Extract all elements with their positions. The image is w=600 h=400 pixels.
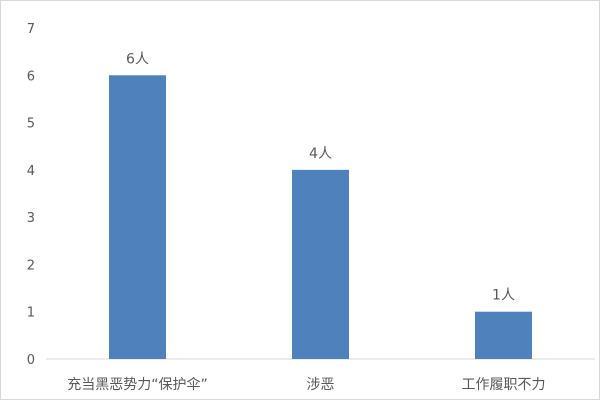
y-tick-label: 5 (27, 117, 35, 132)
x-tick-label: 充当黑恶势力“保护伞” (67, 376, 208, 393)
bar-3 (475, 311, 532, 359)
y-tick-label: 6 (27, 69, 35, 84)
bar-1 (109, 75, 166, 360)
data-label: 4人 (309, 146, 332, 162)
y-tick-label: 1 (27, 306, 35, 321)
y-tick-label: 7 (27, 22, 35, 37)
bar-2 (292, 169, 349, 359)
y-tick-label: 4 (27, 164, 35, 179)
y-tick-label: 0 (27, 353, 35, 368)
y-tick-label: 3 (27, 211, 35, 226)
data-label: 1人 (492, 288, 515, 304)
x-tick-label: 涉恶 (307, 377, 335, 393)
data-label: 6人 (126, 51, 149, 67)
y-tick-label: 2 (27, 258, 35, 273)
x-tick-label: 工作履职不力 (462, 377, 546, 393)
